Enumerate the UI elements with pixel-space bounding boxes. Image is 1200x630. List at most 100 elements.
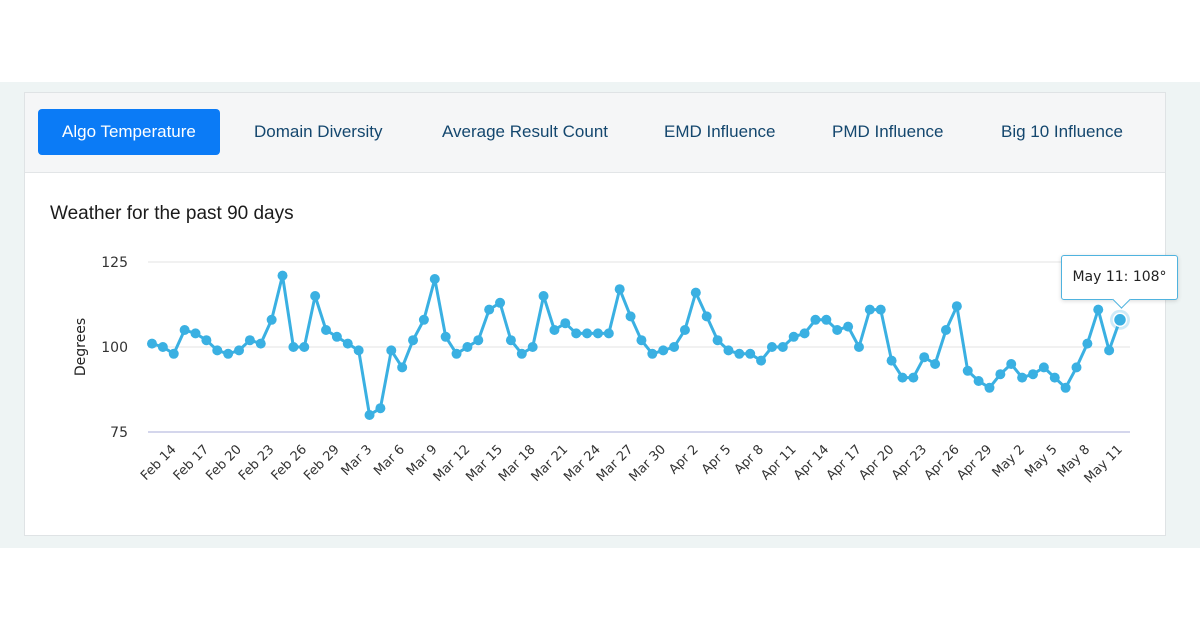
data-point[interactable] (625, 311, 636, 322)
data-point[interactable] (756, 355, 767, 366)
data-point[interactable] (255, 338, 266, 349)
data-point[interactable] (277, 270, 288, 281)
data-point[interactable] (864, 304, 875, 315)
tab-average-result-count[interactable]: Average Result Count (442, 122, 609, 141)
data-point[interactable] (549, 325, 560, 335)
data-point[interactable] (810, 314, 821, 325)
data-point[interactable] (679, 325, 690, 335)
data-point[interactable] (386, 345, 397, 356)
tab-big-10-influence[interactable]: Big 10 Influence (1001, 122, 1123, 141)
data-point[interactable] (473, 335, 484, 346)
data-point-highlighted[interactable] (1112, 312, 1128, 328)
data-point[interactable] (984, 382, 995, 393)
data-point[interactable] (299, 342, 310, 352)
data-point[interactable] (495, 297, 506, 308)
data-point[interactable] (701, 311, 712, 322)
data-point[interactable] (745, 348, 756, 359)
data-point[interactable] (592, 328, 603, 339)
data-point[interactable] (397, 362, 408, 373)
data-point[interactable] (582, 328, 593, 339)
data-point[interactable] (1038, 362, 1049, 373)
data-point[interactable] (560, 318, 571, 329)
data-point[interactable] (886, 355, 897, 366)
data-point[interactable] (571, 328, 582, 339)
data-point[interactable] (244, 335, 255, 346)
data-point[interactable] (342, 338, 353, 349)
data-point[interactable] (603, 328, 614, 339)
data-point[interactable] (1093, 304, 1104, 315)
data-point[interactable] (353, 345, 364, 356)
data-point[interactable] (669, 342, 680, 352)
data-point[interactable] (375, 403, 386, 414)
tab-emd-influence[interactable]: EMD Influence (664, 122, 776, 141)
data-point[interactable] (527, 342, 538, 352)
data-point[interactable] (766, 342, 777, 352)
data-point[interactable] (484, 304, 495, 315)
tab-domain-diversity[interactable]: Domain Diversity (254, 122, 383, 141)
y-tick-label: 75 (110, 425, 128, 441)
data-point[interactable] (1060, 382, 1071, 393)
data-point[interactable] (712, 335, 723, 346)
y-axis-label: Degrees (73, 318, 89, 376)
x-tick-label: Mar 30 (626, 442, 669, 485)
data-point[interactable] (331, 331, 342, 342)
data-point[interactable] (636, 335, 647, 346)
data-point[interactable] (451, 348, 462, 359)
data-point[interactable] (690, 287, 701, 298)
data-point[interactable] (266, 314, 277, 325)
data-point[interactable] (723, 345, 734, 356)
data-point[interactable] (940, 325, 951, 335)
data-point[interactable] (853, 342, 864, 352)
data-point[interactable] (1017, 372, 1028, 383)
data-point[interactable] (788, 331, 799, 342)
data-point[interactable] (658, 345, 669, 356)
data-point[interactable] (538, 291, 549, 301)
data-point[interactable] (505, 335, 516, 346)
data-point[interactable] (1082, 338, 1093, 349)
data-point[interactable] (1104, 345, 1115, 356)
data-point[interactable] (223, 348, 234, 359)
data-point[interactable] (418, 314, 429, 325)
data-point[interactable] (440, 331, 451, 342)
data-point[interactable] (147, 338, 157, 349)
data-point[interactable] (321, 325, 332, 335)
data-point[interactable] (429, 274, 440, 284)
data-point[interactable] (462, 342, 473, 352)
data-point[interactable] (1027, 369, 1038, 380)
tab-algo-temperature[interactable]: Algo Temperature (38, 109, 220, 155)
data-point[interactable] (179, 325, 190, 335)
data-point[interactable] (908, 372, 919, 383)
data-point[interactable] (919, 352, 930, 363)
data-point[interactable] (843, 321, 854, 332)
data-point[interactable] (962, 365, 973, 376)
data-point[interactable] (799, 328, 810, 339)
data-point[interactable] (190, 328, 201, 339)
data-point[interactable] (1071, 362, 1082, 373)
data-point[interactable] (1049, 372, 1060, 383)
data-point[interactable] (875, 304, 886, 315)
data-point[interactable] (897, 372, 908, 383)
data-point[interactable] (973, 376, 984, 386)
data-point[interactable] (951, 301, 962, 312)
data-point[interactable] (408, 335, 419, 346)
data-point[interactable] (234, 345, 245, 356)
data-point[interactable] (930, 359, 941, 369)
data-point[interactable] (777, 342, 788, 352)
data-point[interactable] (157, 342, 168, 352)
data-point[interactable] (995, 369, 1006, 380)
data-point[interactable] (832, 325, 843, 335)
data-point[interactable] (212, 345, 223, 356)
data-point[interactable] (1006, 359, 1017, 369)
data-point[interactable] (201, 335, 212, 346)
data-point[interactable] (821, 314, 832, 325)
data-point[interactable] (310, 291, 321, 301)
data-point[interactable] (288, 342, 299, 352)
tab-pmd-influence[interactable]: PMD Influence (832, 122, 944, 141)
data-point[interactable] (647, 348, 658, 359)
x-tick-label: Apr 29 (954, 442, 995, 483)
data-point[interactable] (734, 348, 745, 359)
data-point[interactable] (614, 284, 625, 295)
data-point[interactable] (516, 348, 527, 359)
data-point[interactable] (364, 410, 375, 420)
data-point[interactable] (168, 348, 179, 359)
